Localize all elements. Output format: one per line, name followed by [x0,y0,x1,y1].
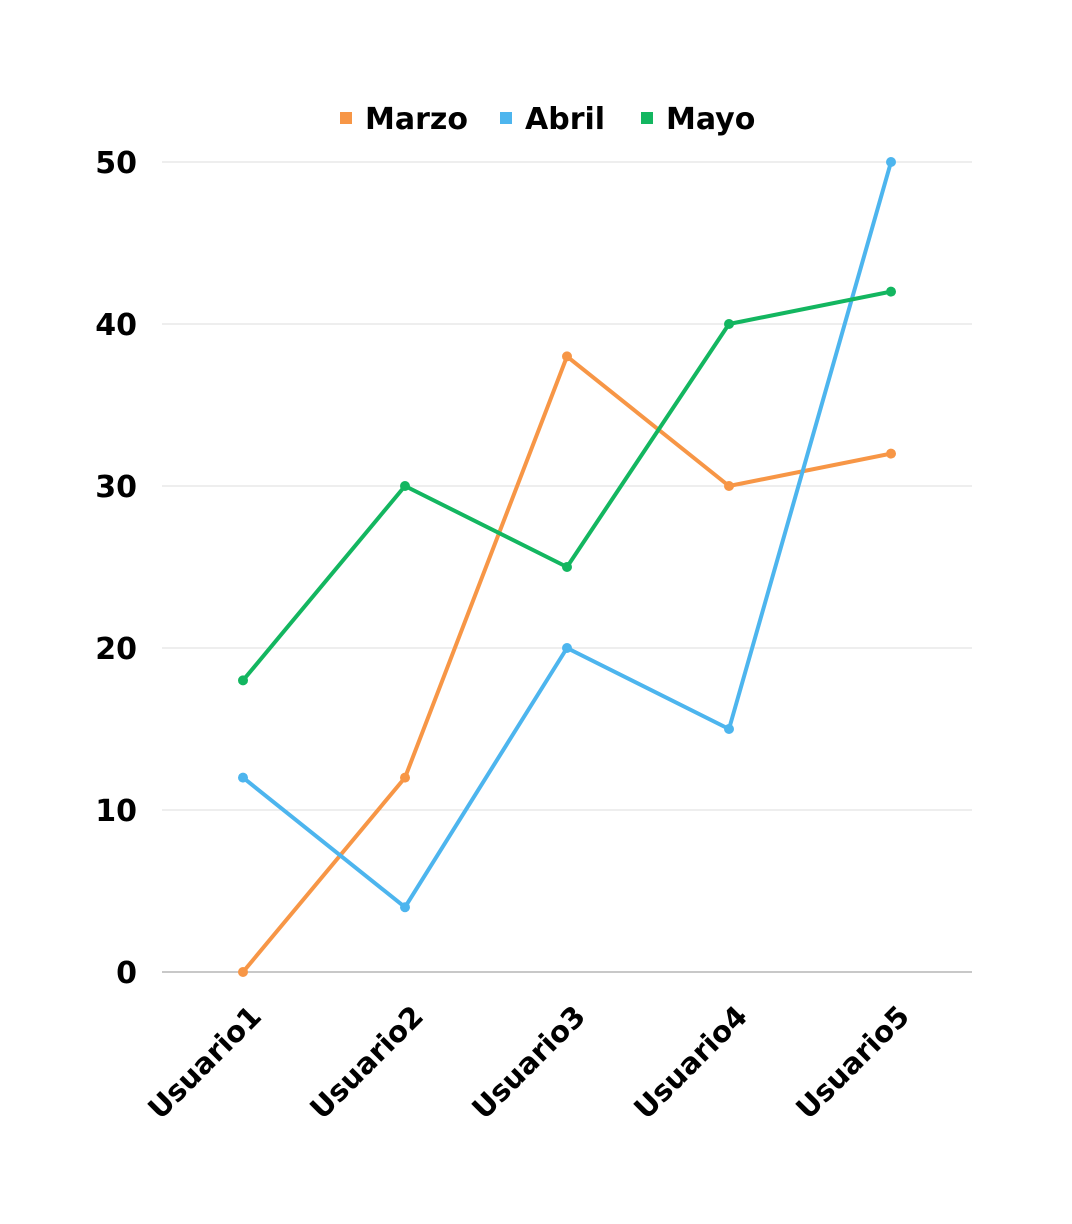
series-line [241,354,893,974]
data-point [886,448,896,459]
x-tick-label: Usuario2 [303,999,430,1126]
data-point [562,562,572,572]
y-tick-label: 10 [95,794,137,829]
legend: Marzo Abril Mayo [340,102,755,137]
data-point [400,772,410,783]
legend-label: Mayo [666,102,755,137]
legend-swatch [340,112,352,124]
data-point [724,724,734,734]
x-tick-label: Usuario3 [465,999,592,1126]
legend-swatch [641,112,653,124]
data-point [238,675,248,686]
series-layer [238,157,896,977]
data-point [238,772,248,783]
y-tick-label: 20 [95,632,137,667]
legend-item: Mayo [641,102,755,137]
series-line [241,160,893,910]
legend-item: Marzo [340,102,468,137]
x-tick-label: Usuario1 [141,999,268,1126]
x-axis-ticks: Usuario1 Usuario2 Usuario3 Usuario4 Usuario5 [141,999,916,1126]
data-point [886,157,896,167]
x-tick-label: Usuario4 [627,999,754,1126]
legend-label: Abril [525,102,605,137]
data-point [562,351,572,362]
y-tick-label: 0 [116,956,137,991]
y-axis-ticks: 0 10 20 30 40 50 [95,146,137,991]
data-point [562,643,572,653]
x-tick-label: Usuario5 [789,999,916,1126]
data-point [400,481,410,491]
y-tick-label: 50 [95,146,137,181]
data-point [724,481,734,491]
legend-label: Marzo [365,102,468,137]
legend-swatch [500,112,512,124]
y-tick-label: 40 [95,308,137,343]
series-abril [238,157,896,913]
series-mayo [238,286,896,686]
data-point [238,967,248,977]
legend-item: Abril [500,102,605,137]
y-tick-label: 30 [95,470,137,505]
data-point [400,902,410,913]
data-point [724,319,734,329]
series-marzo [238,351,896,977]
data-point [886,286,896,297]
